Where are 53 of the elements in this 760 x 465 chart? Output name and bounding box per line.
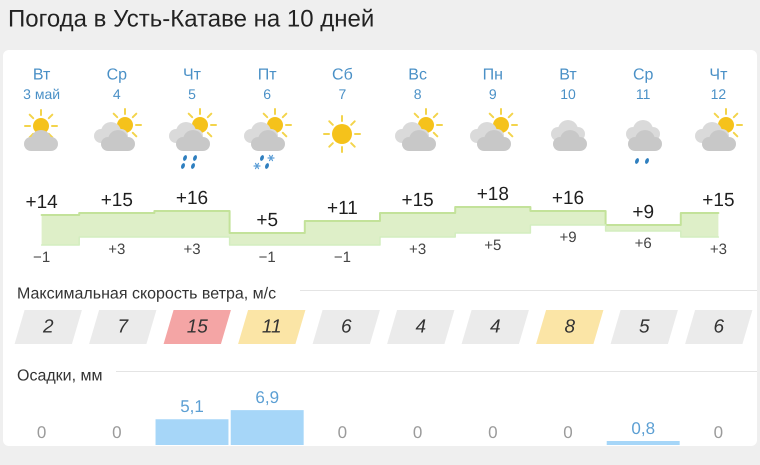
data-label: 6,9	[255, 388, 280, 408]
data-label: +3	[108, 241, 126, 258]
data-label: +15	[401, 190, 434, 211]
data-label: +11	[326, 198, 358, 219]
data-label: −1	[334, 249, 351, 266]
data-label: 0	[412, 423, 422, 442]
data-label: 4	[415, 316, 426, 338]
data-label: −1	[33, 249, 50, 266]
data-label: 5	[638, 316, 650, 338]
data-label: +15	[702, 190, 735, 211]
data-label: 6	[713, 316, 724, 338]
data-label: +3	[183, 241, 201, 258]
data-label: 0,8	[631, 418, 656, 438]
data-label: 0	[563, 423, 573, 442]
data-label: 0	[36, 423, 46, 442]
data-label: −1	[258, 249, 276, 266]
data-label: +6	[634, 235, 652, 252]
data-label: +3	[710, 241, 727, 258]
x-tick-label: Сб 7	[332, 66, 353, 102]
data-label: 2	[42, 316, 54, 338]
x-tick-label: Пт 6	[258, 66, 278, 102]
x-tick-label: Ср 11	[632, 66, 654, 102]
chart-title: Погода в Усть-Катаве на 10 дней	[8, 6, 374, 32]
data-label: +15	[100, 190, 133, 211]
data-label: +16	[552, 188, 584, 209]
x-tick-label: Вс 8	[408, 66, 427, 102]
data-label: 0	[338, 423, 348, 442]
data-label: 0	[488, 423, 498, 442]
data-label: 5,1	[180, 397, 204, 416]
data-label: 6	[340, 316, 352, 338]
chart-title: Максимальная скорость ветра, м/с	[17, 286, 276, 302]
data-label: +3	[409, 241, 426, 258]
data-label: 15	[186, 316, 208, 338]
x-tick-label: Ср 4	[106, 66, 128, 102]
data-label: +9	[559, 229, 577, 246]
data-label: +14	[25, 192, 58, 213]
data-label: 4	[490, 316, 501, 338]
data-label: 11	[262, 316, 282, 338]
data-label: +18	[476, 184, 509, 205]
data-label: +5	[484, 237, 502, 254]
data-label: +9	[632, 202, 654, 223]
data-label: +16	[176, 188, 208, 209]
data-label: 0	[112, 423, 122, 442]
data-label: +5	[256, 210, 278, 231]
chart-title: Осадки, мм	[17, 368, 103, 384]
x-tick-label: Вт 10	[559, 66, 578, 102]
data-label: 7	[117, 316, 130, 338]
x-tick-label: Чт 12	[709, 66, 728, 102]
data-label: 8	[564, 316, 576, 338]
x-tick-label: Пн 9	[482, 66, 503, 102]
x-tick-label: Чт 5	[183, 66, 202, 102]
data-label: 0	[714, 423, 724, 442]
x-tick-label: Вт 3 май	[23, 66, 60, 102]
